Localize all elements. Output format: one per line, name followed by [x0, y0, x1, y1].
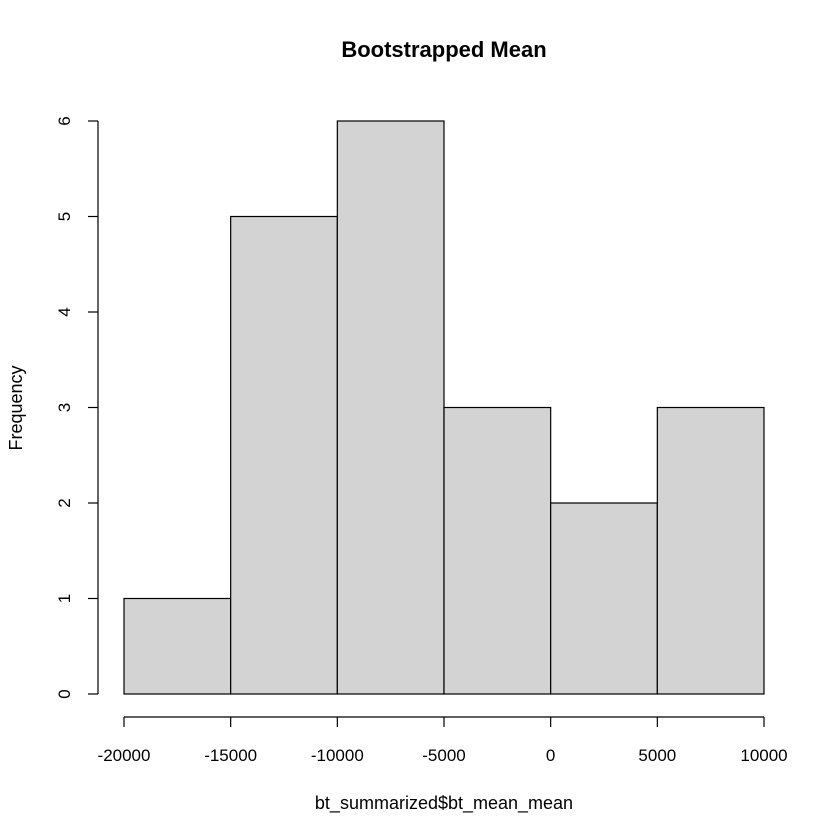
x-tick-label-4: 0	[546, 746, 555, 765]
bars-group	[123, 120, 765, 695]
x-tick-label-2: -10000	[311, 746, 364, 765]
x-tick-label-5: 5000	[638, 746, 676, 765]
chart-title: Bootstrapped Mean	[341, 37, 546, 62]
histogram-bar-2	[336, 120, 445, 695]
x-tick-label-0: -20000	[98, 746, 151, 765]
x-axis: -20000 -15000 -10000 -5000 0 5000 10000	[98, 716, 788, 765]
histogram-bar-0	[123, 597, 232, 695]
y-tick-label-4: 4	[55, 307, 74, 316]
histogram-bar-5	[656, 406, 765, 695]
histogram-bar-3	[443, 406, 552, 695]
y-tick-label-1: 1	[55, 594, 74, 603]
y-tick-label-6: 6	[55, 116, 74, 125]
histogram-bar-1	[230, 215, 338, 695]
x-tick-label-3: -5000	[422, 746, 465, 765]
y-axis: 0 1 2 3 4 5 6	[55, 116, 99, 699]
y-tick-label-2: 2	[55, 498, 74, 507]
x-tick-label-1: -15000	[204, 746, 257, 765]
x-axis-label: bt_summarized$bt_mean_mean	[315, 793, 573, 814]
y-axis-label: Frequency	[6, 365, 26, 450]
y-tick-label-3: 3	[55, 403, 74, 412]
y-tick-label-5: 5	[55, 212, 74, 221]
y-tick-label-0: 0	[55, 689, 74, 698]
x-tick-label-6: 10000	[740, 746, 787, 765]
histogram-bar-4	[550, 502, 658, 695]
